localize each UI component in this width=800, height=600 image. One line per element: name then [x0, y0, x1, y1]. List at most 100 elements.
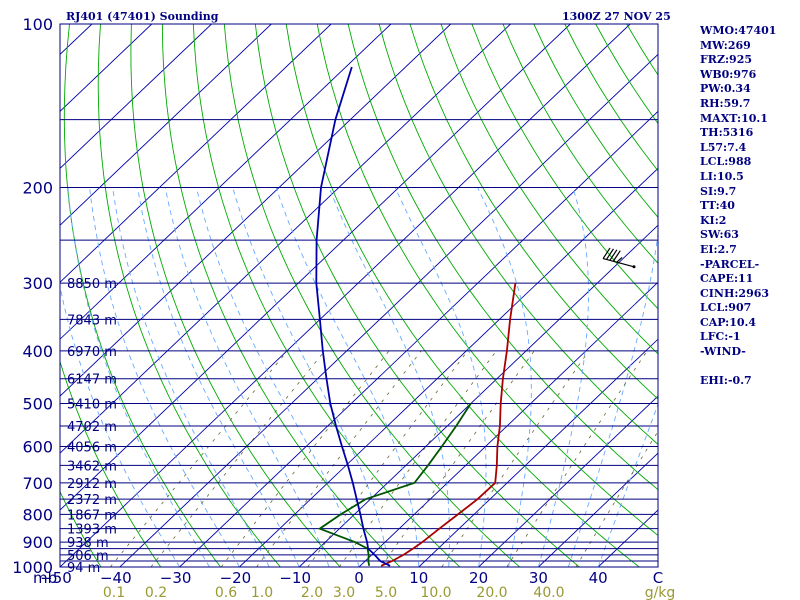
height-label: 3462 m — [67, 459, 117, 474]
moist-adiabat-line — [567, 230, 658, 567]
index-item: -WIND- — [700, 345, 746, 359]
stability-indices-list: WMO:47401 MW:269 FRZ:925 WB0:976 PW:0.34 RH:5… — [700, 24, 776, 389]
parcel-trace — [315, 66, 391, 567]
index-item: CAP:10.4 — [700, 315, 757, 329]
index-item: WB0:976 — [700, 67, 757, 81]
isotherm-line — [60, 24, 631, 567]
mixing-ratio-tick-label: 5.0 — [375, 585, 397, 600]
index-item: SW:63 — [700, 228, 739, 242]
mixing-ratio-line — [220, 350, 390, 567]
plot-area — [60, 24, 800, 567]
height-label: 6970 m — [67, 345, 117, 360]
mixing-ratio-line — [380, 350, 535, 567]
index-item: FRZ:925 — [700, 53, 753, 67]
index-item: L57:7.4 — [700, 140, 747, 154]
isotherm-line — [60, 24, 392, 340]
temperature-tick-label: 20 — [469, 569, 488, 587]
pressure-tick-label: 200 — [22, 178, 53, 197]
pressure-tick-label: 1000 — [12, 558, 53, 577]
mixing-ratio-tick-label: 40.0 — [533, 585, 564, 600]
index-item: TH:5316 — [700, 126, 754, 140]
pressure-tick-label: 100 — [22, 15, 53, 34]
mixing-ratio-line — [307, 350, 468, 567]
mixing-ratio-tick-label: 1.0 — [251, 585, 273, 600]
isotherm-line — [179, 110, 658, 567]
height-label: 5410 m — [67, 398, 117, 413]
temperature-tick-label: −40 — [100, 569, 132, 587]
index-item: CAPE:11 — [700, 272, 754, 286]
index-item: EHI:-0.7 — [700, 374, 752, 388]
temperature-tick-label: 0 — [354, 569, 364, 587]
mixing-ratio-tick-label: 10.0 — [420, 585, 451, 600]
temperature-tick-label: 10 — [409, 569, 428, 587]
mixing-ratio-line — [575, 430, 658, 567]
pressure-tick-label: 500 — [22, 395, 53, 414]
isotherm-line — [538, 452, 658, 567]
height-label: 2372 m — [67, 493, 117, 508]
mixing-ratio-line — [256, 350, 422, 567]
height-label: 4056 m — [67, 441, 117, 456]
height-label: 6147 m — [67, 373, 117, 388]
isotherm-line — [60, 24, 571, 511]
wind-barb-feather — [605, 248, 614, 260]
isotherm-line — [60, 24, 511, 454]
isotherm-line — [478, 395, 658, 567]
moist-adiabat-line — [477, 187, 532, 567]
mixing-ratio-line — [506, 350, 648, 567]
moist-adiabat-line — [164, 187, 330, 567]
dry-adiabat-line — [782, 24, 800, 567]
moist-adiabat-line — [394, 187, 487, 567]
height-label: 2912 m — [67, 477, 117, 492]
wind-barb-station — [632, 265, 636, 269]
height-label: 1393 m — [67, 523, 117, 538]
height-label: 8850 m — [67, 277, 117, 292]
pressure-tick-label: 900 — [22, 533, 53, 552]
index-item: LI:10.5 — [700, 169, 744, 183]
temperature-tick-label: −30 — [160, 569, 192, 587]
wind-barb-feather — [616, 256, 623, 263]
index-item: LCL:988 — [700, 155, 752, 169]
mixing-ratio-line — [110, 350, 288, 567]
temperature-tick-label: −10 — [279, 569, 311, 587]
index-item: KI:2 — [700, 213, 727, 227]
mixing-ratio-line — [441, 350, 590, 567]
mb-axis-label: mb — [33, 569, 57, 587]
pressure-tick-label: 300 — [22, 274, 53, 293]
pressure-tick-label: 800 — [22, 505, 53, 524]
height-label: 506 m — [67, 549, 109, 564]
moist-adiabat-line — [232, 187, 390, 567]
isotherm-line — [418, 338, 658, 567]
chart-title-time: 1300Z 27 NOV 25 — [562, 10, 671, 23]
height-label: 94 m — [67, 561, 100, 576]
index-item: MW:269 — [700, 38, 751, 52]
dry-adiabat-line — [161, 24, 401, 567]
wind-barb-feather — [609, 249, 618, 261]
moist-adiabat-line — [137, 187, 300, 567]
index-item: CINH:2963 — [700, 286, 770, 300]
index-item: SI:9.7 — [700, 184, 737, 198]
isotherm-line — [60, 24, 272, 226]
mixing-ratio-tick-label: 20.0 — [476, 585, 507, 600]
temperature-trace — [380, 282, 517, 567]
pressure-tick-label: 600 — [22, 438, 53, 457]
pressure-tick-label: 400 — [22, 342, 53, 361]
mixing-ratio-tick-label: 3.0 — [333, 585, 355, 600]
index-item: -PARCEL- — [700, 257, 760, 271]
index-item — [700, 360, 776, 375]
isotherm-line — [60, 24, 452, 397]
temperature-tick-label: −20 — [220, 569, 252, 587]
index-item: TT:40 — [700, 199, 735, 213]
temperature-tick-label: 30 — [529, 569, 548, 587]
pressure-tick-label: 700 — [22, 474, 53, 493]
height-label: 938 m — [67, 536, 109, 551]
moist-adiabat-line — [537, 187, 589, 567]
index-item: LCL:907 — [700, 301, 752, 315]
index-item: LFC:-1 — [700, 330, 741, 344]
height-label: 7843 m — [67, 313, 117, 328]
temperature-tick-label: −50 — [40, 569, 72, 587]
isotherm-line — [239, 167, 658, 567]
index-item: EI:2.7 — [700, 242, 737, 256]
isotherm-line — [119, 53, 658, 567]
